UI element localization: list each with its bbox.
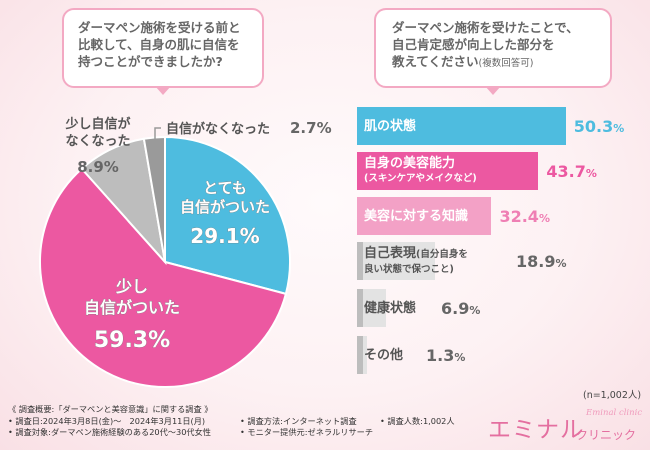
bar-value-number-5: 1.3 xyxy=(426,345,455,365)
pie-slice-0 xyxy=(164,135,291,296)
pie-label-1-line2: 自信がついた xyxy=(84,298,180,317)
left-question-line1: ダーマペン施術を受ける前と xyxy=(78,20,241,35)
bar-label-0: 肌の状態 xyxy=(364,107,416,145)
bar-value-number-1: 43.7 xyxy=(546,161,586,181)
pie-label-2-line2: なくなった xyxy=(65,134,130,149)
bar-value-number-3: 18.9 xyxy=(516,251,556,271)
bar-value-percent-1: % xyxy=(585,166,597,180)
pie-labels: とても自信がついた29.1%少し自信がついた59.3%少し自信がなくなった8.9… xyxy=(64,116,331,353)
pie-label-1-line1: 少し xyxy=(115,277,148,296)
bar-value-number-4: 6.9 xyxy=(441,298,470,318)
pie-leader-3 xyxy=(154,127,161,144)
pie-value-1: 59.3% xyxy=(94,328,170,353)
logo-english-text: Eminal clinic xyxy=(586,408,643,418)
bar-label-main-1: 自身の美容能力 xyxy=(364,156,456,171)
pie-slices xyxy=(39,135,291,388)
survey-method: • 調査方法:インターネット調査 xyxy=(240,415,357,426)
logo-main-text: エミナル xyxy=(488,417,584,443)
bar-label-main-0: 肌の状態 xyxy=(364,118,417,134)
pie-label-0-line2: 自信がついた xyxy=(180,198,270,216)
bar-value-percent-0: % xyxy=(613,121,625,135)
bar-value-4: 6.9% xyxy=(441,289,480,327)
survey-provider: • モニター提供元:ゼネラルリサーチ xyxy=(240,427,374,437)
pie-label-2-line1: 少し自信が xyxy=(64,116,130,132)
clinic-logo: エミナル Eminal clinic クリニック xyxy=(488,408,648,448)
bar-fill-1 xyxy=(357,152,539,190)
pie-value-2: 8.9% xyxy=(77,158,119,176)
bar-value-number-2: 32.4 xyxy=(499,206,539,226)
survey-count: • 調査人数:1,002人 xyxy=(380,415,455,426)
bar-label-sub-1: (スキンケアやメイクなど) xyxy=(364,173,477,184)
left-question-box: ダーマペン施術を受ける前と 比較して、自身の肌に自信を 持つことができましたか? xyxy=(62,8,264,95)
pie-slice-1 xyxy=(39,167,288,388)
bar-fill-4 xyxy=(357,289,386,327)
survey-title: 《 調査概要:「ダーマペンと美容意識」に関する調査 》 xyxy=(8,404,213,414)
bar-value-percent-2: % xyxy=(538,211,550,225)
right-question-line1: ダーマペン施術を受けたことで、 xyxy=(392,20,579,35)
bar-value-0: 50.3% xyxy=(574,107,625,145)
bar-fill-2 xyxy=(357,197,492,235)
left-question-line2: 比較して、自身の肌に自信を xyxy=(78,37,240,52)
bar-label-2: 美容に対する知識 xyxy=(364,197,468,235)
pie-value-0: 29.1% xyxy=(190,224,259,248)
bar-label-main-2: 美容に対する知識 xyxy=(364,208,469,224)
bar-value-number-0: 50.3 xyxy=(573,116,614,136)
bar-value-percent-3: % xyxy=(555,256,567,270)
right-question-box: ダーマペン施術を受けたことで、 自己肯定感が向上した部分を 教えてください(複数… xyxy=(374,8,612,95)
bar-label-3: 自己表現(自分自身を良い状態で保つこと) xyxy=(364,242,468,280)
survey-target: • 調査対象:ダーマペン施術経験のある20代〜30代女性 xyxy=(8,427,211,437)
bar-label-main-4: 健康状態 xyxy=(364,300,417,316)
bar-value-3: 18.9% xyxy=(516,242,567,280)
bar-value-1: 43.7% xyxy=(546,152,597,190)
bar-label-5: その他 xyxy=(364,336,403,374)
left-question-line3: 持つことができましたか? xyxy=(78,54,223,69)
sample-size-note: (n=1,002人) xyxy=(583,390,642,401)
bar-value-percent-5: % xyxy=(454,350,466,364)
bar-fill-0 xyxy=(357,107,566,145)
survey-date: • 調査日:2024年3月8日(金)〜 2024年3月11日(月) xyxy=(8,415,206,426)
bar-fill-5 xyxy=(357,336,367,374)
pie-value-3: 2.7% xyxy=(290,119,332,137)
bar-label-main-3: 自己表現(自分自身を xyxy=(364,245,468,261)
right-question-line2: 自己肯定感が向上した部分を xyxy=(392,37,555,52)
right-question-line3: 教えてください xyxy=(392,54,479,69)
pie-label-3: 自信がなくなった xyxy=(166,121,270,137)
bar-label-main-5: その他 xyxy=(364,347,404,363)
logo-kana-text: クリニック xyxy=(576,428,637,442)
bar-label-1: 自身の美容能力 (スキンケアやメイクなど) xyxy=(364,152,477,190)
multiple-answer-note: (複数回答可) xyxy=(478,58,534,69)
bar-fill-3 xyxy=(357,242,436,280)
bar-label-sub2-3: (自分自身を xyxy=(416,248,468,260)
pie-label-0-line1: とても xyxy=(203,179,247,197)
bar-label-4: 健康状態 xyxy=(364,289,416,327)
survey-summary: 《 調査概要:「ダーマペンと美容意識」に関する調査 》 • 調査日:2024年3… xyxy=(8,404,478,439)
bar-value-5: 1.3% xyxy=(426,336,465,374)
bar-value-2: 32.4% xyxy=(499,197,550,235)
bar-value-percent-4: % xyxy=(469,303,481,317)
bar-label-sub-3: 良い状態で保つこと) xyxy=(364,263,454,275)
